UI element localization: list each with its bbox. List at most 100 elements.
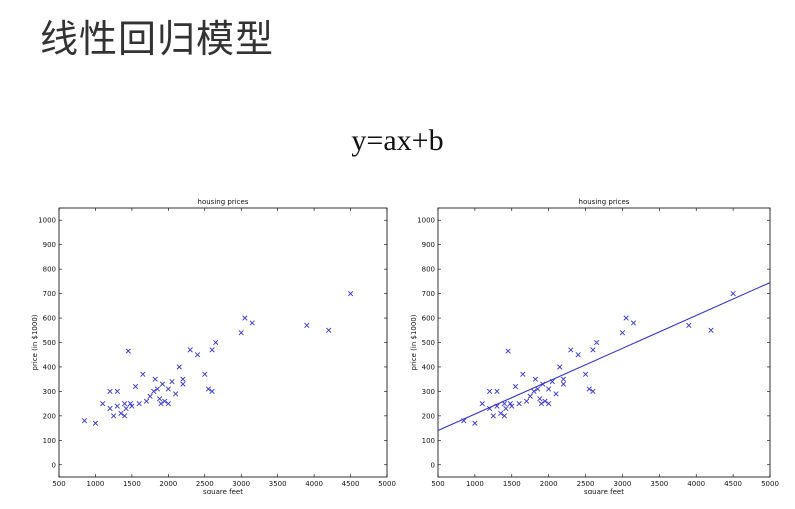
regression-line <box>437 282 771 432</box>
data-point <box>549 379 555 385</box>
data-point <box>107 388 113 395</box>
x-tick-label: 5000 <box>378 480 396 488</box>
y-tick-label: 500 <box>43 339 56 347</box>
data-point <box>730 290 736 297</box>
data-point <box>575 352 581 358</box>
y-tick-label: 1000 <box>38 217 56 225</box>
data-point <box>118 410 124 417</box>
data-point <box>156 396 163 402</box>
data-point <box>140 371 146 377</box>
data-point <box>173 391 179 397</box>
data-point <box>136 401 142 407</box>
data-point <box>532 376 539 382</box>
data-point <box>542 398 548 404</box>
data-point <box>494 403 500 409</box>
y-tick-label: 300 <box>422 388 435 396</box>
y-tick-label: 900 <box>43 241 56 249</box>
data-point <box>121 413 128 419</box>
y-axis-label: price (in $1000) <box>31 314 39 370</box>
data-point <box>304 322 310 329</box>
data-point <box>586 386 592 392</box>
data-point <box>494 388 500 395</box>
data-point <box>162 398 168 404</box>
data-point <box>527 393 533 399</box>
y-tick-label: 200 <box>43 412 56 420</box>
data-point <box>487 405 493 412</box>
data-point <box>507 401 513 407</box>
y-tick-label: 300 <box>43 388 56 396</box>
data-point <box>121 401 128 407</box>
x-tick-label: 4000 <box>687 480 705 488</box>
data-point <box>594 339 600 346</box>
data-point <box>487 388 493 395</box>
plot-frame <box>437 207 771 478</box>
y-tick-label: 700 <box>43 290 56 298</box>
x-tick-label: 3000 <box>232 480 250 488</box>
x-tick-label: 2000 <box>159 480 177 488</box>
plot-frame <box>58 207 388 478</box>
data-point <box>534 386 541 392</box>
data-point <box>490 413 496 419</box>
data-point <box>129 403 135 409</box>
x-tick-label: 2000 <box>540 480 558 488</box>
y-tick-label: 0 <box>52 461 56 469</box>
data-point <box>123 405 129 412</box>
data-point <box>169 379 175 385</box>
y-tick-label: 100 <box>43 437 56 445</box>
data-point <box>205 386 212 392</box>
data-point <box>92 420 99 426</box>
data-point <box>708 327 714 333</box>
data-point <box>537 396 543 402</box>
data-point <box>520 371 526 377</box>
data-point <box>147 393 153 399</box>
data-point <box>202 371 208 377</box>
y-tick-label: 400 <box>422 363 435 371</box>
data-point <box>238 330 244 336</box>
data-point <box>560 381 567 387</box>
data-point <box>114 403 120 409</box>
y-tick-label: 600 <box>422 315 435 323</box>
data-point <box>560 376 567 382</box>
data-point <box>590 347 596 353</box>
data-point <box>582 371 589 377</box>
data-point <box>81 418 88 424</box>
data-point <box>213 339 219 346</box>
data-point <box>516 401 522 407</box>
data-point <box>151 388 157 395</box>
x-tick-label: 3000 <box>614 480 632 488</box>
data-point <box>154 386 161 392</box>
x-tick-label: 500 <box>52 480 65 488</box>
data-point <box>461 418 467 424</box>
data-point <box>501 413 508 419</box>
data-point <box>100 401 106 407</box>
data-point <box>630 320 637 326</box>
data-point <box>531 388 537 395</box>
data-point <box>623 315 629 321</box>
data-point <box>557 364 563 370</box>
y-tick-label: 800 <box>43 266 56 274</box>
data-point <box>194 352 201 358</box>
data-point <box>143 398 150 404</box>
x-tick-label: 2500 <box>577 480 595 488</box>
x-tick-label: 3500 <box>650 480 668 488</box>
data-point <box>242 315 248 321</box>
data-point <box>479 401 485 407</box>
data-point <box>165 401 171 407</box>
data-point <box>111 413 117 419</box>
data-point <box>546 386 552 392</box>
x-axis-label: square feet <box>584 488 624 494</box>
y-tick-label: 900 <box>422 241 435 249</box>
data-point <box>165 386 171 392</box>
data-point <box>159 381 166 387</box>
y-tick-label: 400 <box>43 363 56 371</box>
data-point <box>158 401 164 407</box>
data-point <box>619 330 626 336</box>
data-point <box>509 403 515 409</box>
data-point <box>538 401 544 407</box>
x-tick-label: 5000 <box>761 480 779 488</box>
data-point <box>553 391 559 397</box>
y-tick-label: 0 <box>431 461 435 469</box>
data-point <box>249 320 255 326</box>
